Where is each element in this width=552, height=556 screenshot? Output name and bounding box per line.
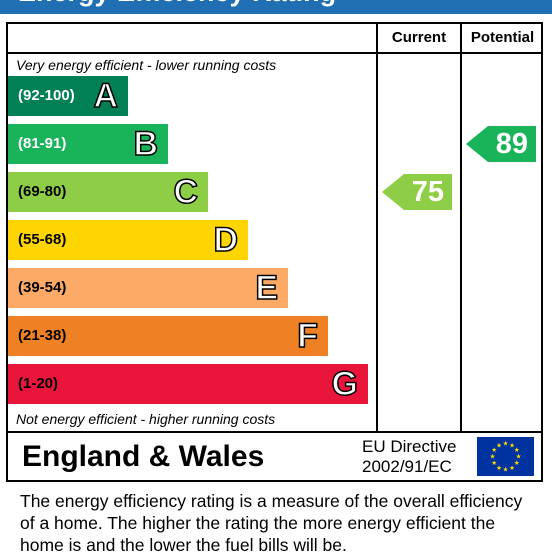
current-rating-arrow: 75 <box>382 174 452 210</box>
region-label: England & Wales <box>22 440 265 473</box>
eu-directive: EU Directive 2002/91/EC <box>362 437 456 477</box>
band-d: (55-68) D <box>8 220 248 260</box>
rating-frame <box>6 22 543 482</box>
current-column-header: Current <box>391 29 447 46</box>
eu-directive-line2: 2002/91/EC <box>362 457 452 476</box>
flag-star: ★ <box>514 447 520 454</box>
band-letter: D <box>213 220 239 260</box>
flag-star: ★ <box>503 467 509 474</box>
flag-star: ★ <box>490 454 496 461</box>
footer-divider <box>6 431 543 433</box>
bottom-note: Not energy efficient - higher running co… <box>16 411 276 427</box>
flag-star: ★ <box>503 441 509 448</box>
potential-rating-arrow: 89 <box>466 126 536 162</box>
current-column-divider <box>376 22 378 433</box>
potential-column-divider <box>460 22 462 433</box>
flag-star: ★ <box>496 442 502 449</box>
band-range-label: (55-68) <box>18 231 67 248</box>
eu-directive-line1: EU Directive <box>362 437 457 456</box>
band-range-label: (92-100) <box>18 87 75 104</box>
band-range-label: (21-38) <box>18 327 67 344</box>
flag-star: ★ <box>514 460 520 467</box>
flag-star: ★ <box>491 447 497 454</box>
band-letter: B <box>133 124 159 164</box>
top-note: Very energy efficient - lower running co… <box>16 57 277 73</box>
band-range-label: (39-54) <box>18 279 67 296</box>
flag-star: ★ <box>509 442 515 449</box>
current-rating-value: 75 <box>411 176 444 208</box>
flag-star: ★ <box>509 465 515 472</box>
potential-column-header: Potential <box>470 29 535 46</box>
band-letter: E <box>255 268 279 308</box>
chart-title: Energy Efficiency Rating <box>0 0 552 14</box>
description: The energy efficiency rating is a measur… <box>20 491 523 555</box>
band-a: (92-100) A <box>8 76 128 116</box>
band-g: (1-20) G <box>8 364 368 404</box>
band-range-label: (1-20) <box>18 375 59 392</box>
flag-star: ★ <box>516 454 522 461</box>
band-range-label: (81-91) <box>18 135 67 152</box>
flag-star: ★ <box>491 460 497 467</box>
band-f: (21-38) F <box>8 316 328 356</box>
band-letter: F <box>296 316 318 356</box>
band-range-label: (69-80) <box>18 183 67 200</box>
potential-rating-value: 89 <box>495 128 528 160</box>
band-letter: C <box>173 172 199 212</box>
band-letter: A <box>93 76 119 116</box>
header-divider <box>6 52 543 54</box>
band-c: (69-80) C <box>8 172 208 212</box>
band-b: (81-91) B <box>8 124 168 164</box>
band-e: (39-54) E <box>8 268 288 308</box>
flag-star: ★ <box>496 465 502 472</box>
band-letter: G <box>331 364 359 404</box>
eu-flag-icon: ★ ★ ★ ★ ★ ★ ★ ★ ★ ★ ★ ★ <box>477 437 534 476</box>
